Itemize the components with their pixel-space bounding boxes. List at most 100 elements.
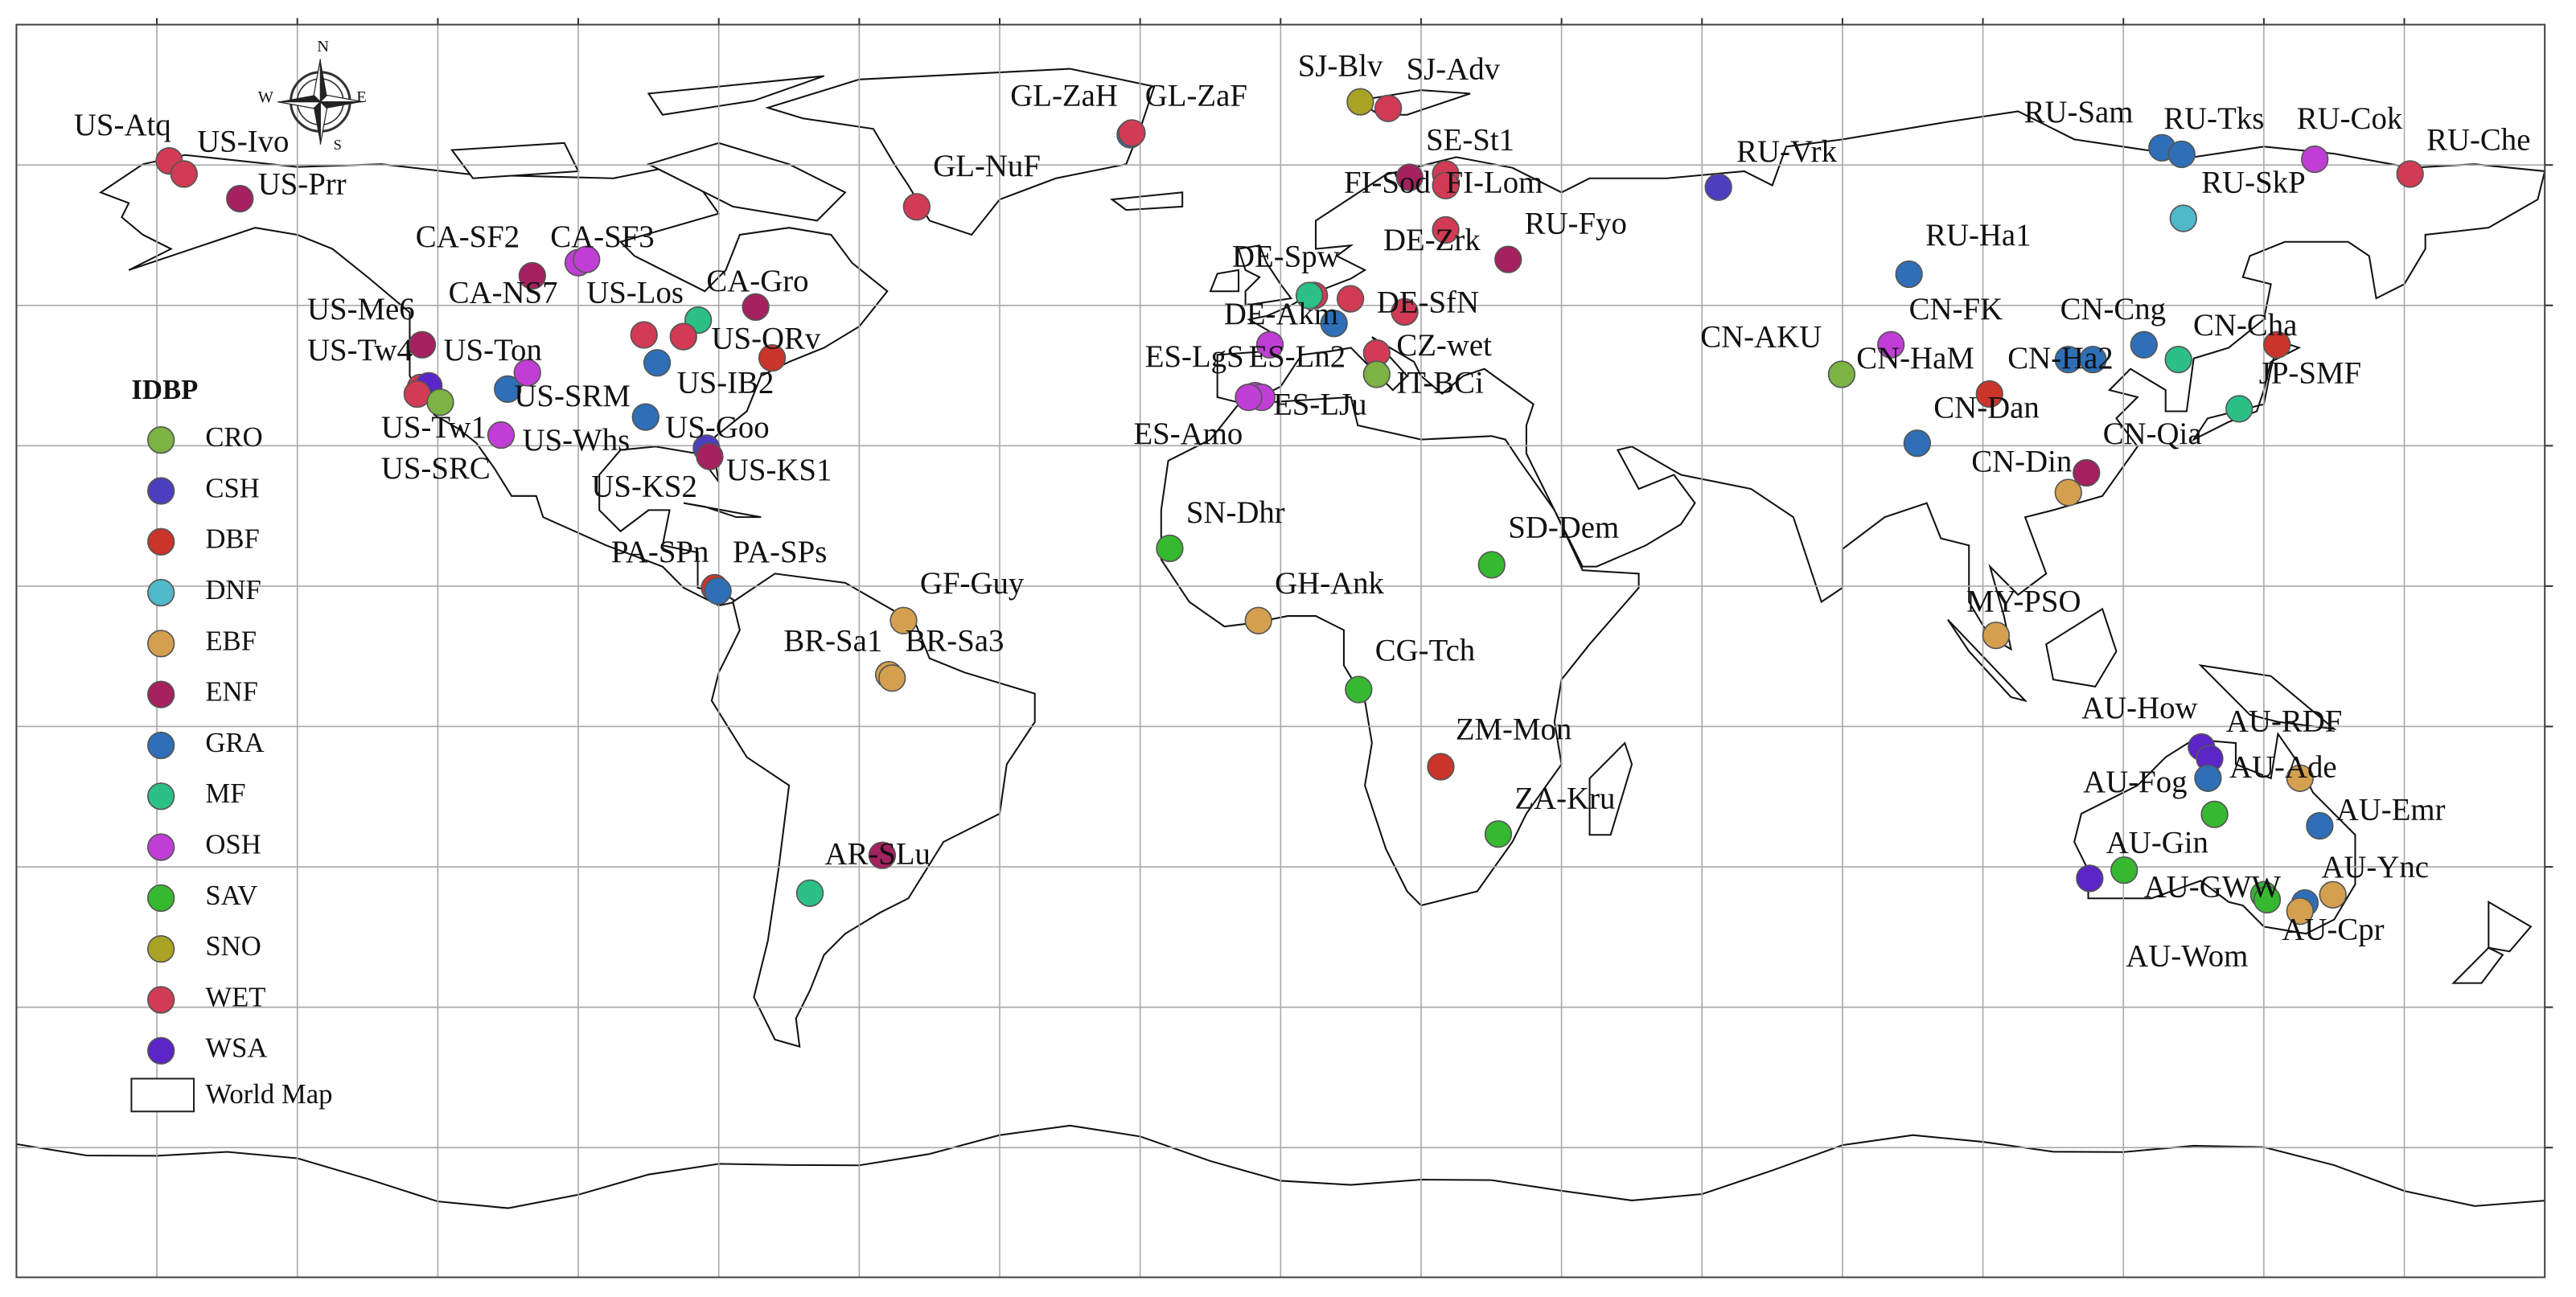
site-label: AU-How (2081, 691, 2197, 725)
site-label: AU-GWW (2144, 870, 2282, 905)
site-marker (1982, 622, 2011, 650)
site-marker (1494, 245, 1522, 273)
site-label: AU-Ade (2229, 750, 2337, 785)
site-label: ES-Amo (1133, 417, 1243, 451)
site-marker (1827, 360, 1856, 388)
site-marker (2167, 140, 2196, 169)
site-label: AU-RDF (2226, 704, 2342, 738)
site-marker (487, 421, 516, 449)
site-marker (2253, 885, 2282, 914)
site-label: AU-Emr (2336, 793, 2446, 827)
site-label: AU-Wom (2126, 938, 2248, 973)
site-marker (518, 261, 547, 290)
site-marker (1362, 360, 1391, 388)
site-label: AU-Fog (2083, 765, 2187, 799)
site-marker (1391, 298, 1419, 326)
site-label: US-KS1 (726, 453, 832, 487)
legend-swatch (147, 884, 175, 913)
landmass (1588, 741, 1633, 836)
site-marker (513, 359, 541, 387)
site-marker (1427, 753, 1455, 781)
site-marker (2225, 395, 2253, 423)
legend-title: IDBP (131, 374, 198, 405)
legend-basemap-swatch (130, 1077, 195, 1113)
legend-swatch (147, 782, 175, 811)
site-marker (1704, 173, 1732, 201)
site-marker (1432, 171, 1460, 199)
site-marker (2054, 478, 2082, 507)
site-marker (2263, 330, 2291, 359)
site-label: SD-Dem (1508, 510, 1619, 544)
site-marker (494, 375, 522, 404)
site-label: FI-Lom (1446, 166, 1543, 200)
site-marker (1432, 215, 1460, 244)
site-label: AR-SLu (824, 837, 931, 872)
legend-label: CSH (205, 472, 260, 503)
compass-n: N (317, 38, 329, 55)
site-label: AU-Cpr (2282, 913, 2384, 947)
site-label: US-Me6 (307, 292, 415, 326)
site-marker (2169, 204, 2197, 232)
graticule (16, 18, 2553, 1278)
site-marker (2110, 856, 2138, 885)
site-marker (1477, 551, 1506, 579)
site-label: US-SRM (514, 379, 631, 413)
site-label: GF-Guy (920, 566, 1025, 601)
site-label: RU-Fyo (1525, 207, 1627, 241)
legend-label: SAV (205, 880, 257, 911)
site-label: US-Ivo (197, 125, 289, 159)
site-label: CN-Qia (2103, 417, 2202, 451)
site-marker (902, 193, 931, 221)
site-label: CA-Gro (706, 264, 808, 298)
site-marker (795, 879, 824, 907)
site-marker (2200, 800, 2229, 828)
site-marker (1903, 429, 1932, 458)
legend-label: EBF (205, 625, 257, 656)
landmass (1110, 191, 1184, 211)
legend-label: DBF (205, 523, 260, 555)
site-label: JP-SMF (2259, 355, 2361, 390)
site-label: GH-Ank (1275, 566, 1384, 601)
site-label: MY-PSO (1966, 584, 2081, 618)
site-marker (403, 380, 432, 408)
legend-swatch (147, 426, 175, 454)
site-label: RU-Vrk (1736, 134, 1837, 169)
site-label: ES-LJu (1273, 387, 1366, 421)
site-marker (170, 160, 198, 188)
site-label: CN-Ha2 (2007, 341, 2113, 376)
site-label: GL-ZaF (1145, 78, 1247, 113)
site-marker (1346, 88, 1374, 116)
site-markers (155, 88, 2424, 926)
site-marker (1484, 820, 1513, 848)
landmass (683, 502, 762, 519)
site-marker (1235, 383, 1263, 412)
site-label: RU-Che (2426, 123, 2530, 158)
site-label: CZ-wet (1396, 328, 1492, 363)
site-label: CN-Cng (2060, 292, 2167, 326)
site-label: RU-Cok (2297, 101, 2403, 136)
site-marker (1320, 310, 1348, 338)
site-marker (1156, 534, 1184, 563)
site-marker (742, 293, 770, 321)
legend-label: DNF (205, 574, 261, 605)
landmass (2451, 946, 2504, 984)
site-label: CA-SF3 (550, 220, 654, 254)
site-label: CN-Cha (2193, 308, 2297, 343)
legend-swatch (147, 731, 175, 760)
site-marker (2079, 345, 2107, 374)
site-label: CA-NS7 (449, 275, 558, 310)
site-marker (2194, 764, 2222, 792)
legend-label: GRA (205, 727, 264, 758)
site-label: PA-SPn (611, 535, 709, 569)
site-marker (2286, 897, 2314, 926)
site-label: SJ-Adv (1407, 52, 1501, 87)
legend-label: WET (205, 981, 265, 1012)
legend-label: MF (205, 778, 245, 809)
site-label: RU-Tks (2163, 101, 2264, 136)
site-label: US-Los (586, 275, 684, 310)
site-marker (2076, 864, 2104, 893)
site-marker (696, 442, 724, 470)
site-marker (630, 321, 658, 349)
site-marker (1336, 285, 1365, 313)
legend-label: CRO (205, 421, 262, 453)
